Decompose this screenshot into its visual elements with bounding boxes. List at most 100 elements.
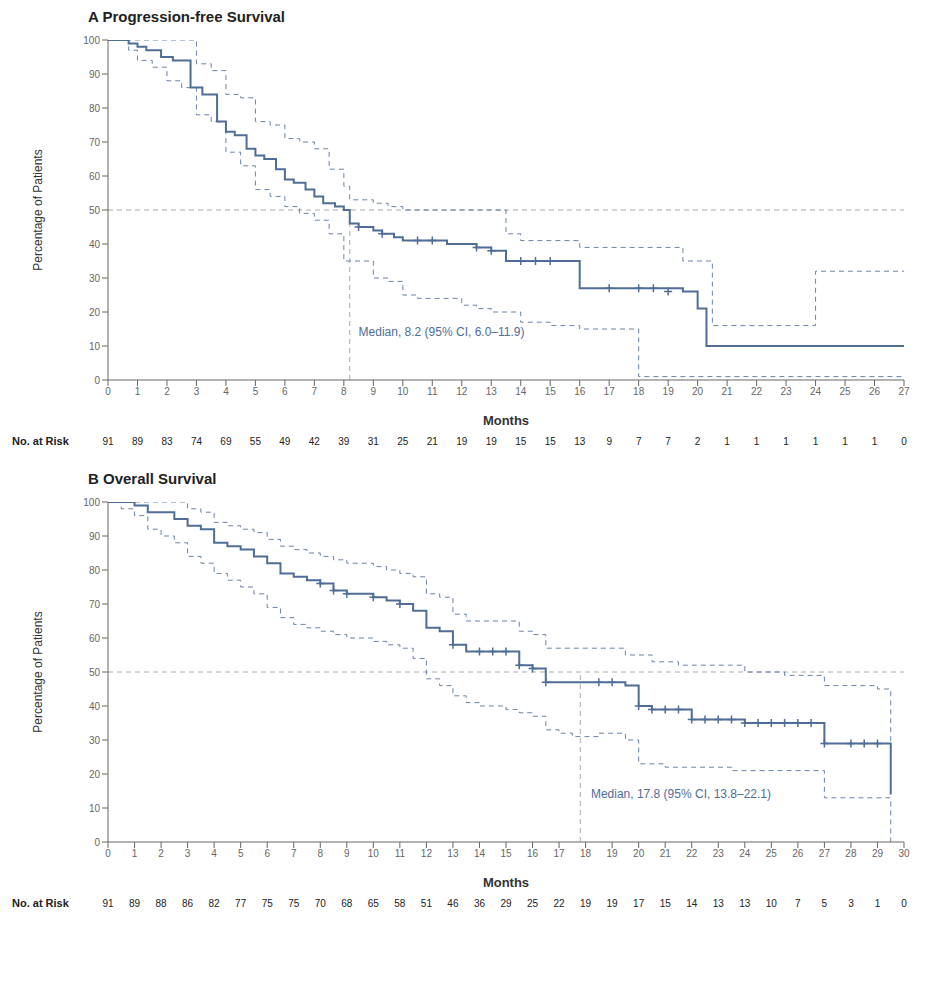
svg-text:11: 11 xyxy=(395,848,406,859)
svg-text:74: 74 xyxy=(191,436,203,447)
svg-text:18: 18 xyxy=(580,848,592,859)
svg-text:4: 4 xyxy=(223,386,229,397)
svg-text:28: 28 xyxy=(845,848,857,859)
svg-text:80: 80 xyxy=(89,103,101,114)
svg-text:27: 27 xyxy=(898,386,910,397)
svg-text:0: 0 xyxy=(901,898,907,909)
svg-text:80: 80 xyxy=(89,565,101,576)
svg-text:60: 60 xyxy=(89,633,101,644)
svg-text:15: 15 xyxy=(515,436,527,447)
svg-text:Months: Months xyxy=(483,413,529,428)
svg-text:0: 0 xyxy=(94,375,100,386)
svg-text:88: 88 xyxy=(156,898,168,909)
svg-text:12: 12 xyxy=(421,848,433,859)
svg-text:10: 10 xyxy=(368,848,380,859)
svg-text:25: 25 xyxy=(527,898,539,909)
svg-text:39: 39 xyxy=(338,436,350,447)
svg-text:23: 23 xyxy=(713,848,725,859)
svg-text:86: 86 xyxy=(182,898,194,909)
svg-text:49: 49 xyxy=(279,436,291,447)
svg-text:Months: Months xyxy=(483,875,529,890)
svg-text:13: 13 xyxy=(713,898,725,909)
svg-text:6: 6 xyxy=(264,848,270,859)
svg-text:22: 22 xyxy=(686,848,698,859)
svg-text:14: 14 xyxy=(515,386,527,397)
svg-text:21: 21 xyxy=(660,848,672,859)
svg-text:13: 13 xyxy=(739,898,751,909)
svg-text:3: 3 xyxy=(185,848,191,859)
svg-text:19: 19 xyxy=(607,898,619,909)
svg-text:36: 36 xyxy=(474,898,486,909)
svg-text:75: 75 xyxy=(288,898,300,909)
svg-text:9: 9 xyxy=(344,848,350,859)
svg-text:19: 19 xyxy=(456,436,468,447)
svg-text:15: 15 xyxy=(500,848,512,859)
svg-text:90: 90 xyxy=(89,69,101,80)
svg-text:55: 55 xyxy=(250,436,262,447)
svg-text:12: 12 xyxy=(456,386,468,397)
svg-text:29: 29 xyxy=(500,898,512,909)
svg-text:50: 50 xyxy=(89,205,101,216)
svg-text:46: 46 xyxy=(447,898,459,909)
svg-text:20: 20 xyxy=(89,769,101,780)
svg-text:29: 29 xyxy=(872,848,884,859)
svg-text:3: 3 xyxy=(194,386,200,397)
svg-text:No. at Risk: No. at Risk xyxy=(12,897,70,909)
svg-text:16: 16 xyxy=(527,848,539,859)
svg-text:50: 50 xyxy=(89,667,101,678)
svg-text:3: 3 xyxy=(848,898,854,909)
svg-text:60: 60 xyxy=(89,171,101,182)
svg-text:75: 75 xyxy=(262,898,274,909)
svg-text:25: 25 xyxy=(839,386,851,397)
svg-text:1: 1 xyxy=(135,386,141,397)
svg-text:83: 83 xyxy=(161,436,173,447)
svg-text:1: 1 xyxy=(724,436,730,447)
svg-text:13: 13 xyxy=(574,436,586,447)
svg-text:10: 10 xyxy=(89,341,101,352)
svg-text:1: 1 xyxy=(842,436,848,447)
svg-text:15: 15 xyxy=(545,436,557,447)
svg-text:4: 4 xyxy=(211,848,217,859)
svg-text:10: 10 xyxy=(766,898,778,909)
svg-text:14: 14 xyxy=(686,898,698,909)
svg-text:31: 31 xyxy=(368,436,380,447)
svg-text:70: 70 xyxy=(315,898,327,909)
svg-text:Median, 8.2 (95% CI, 6.0–11.9): Median, 8.2 (95% CI, 6.0–11.9) xyxy=(359,325,525,339)
svg-text:82: 82 xyxy=(209,898,221,909)
svg-text:25: 25 xyxy=(397,436,409,447)
svg-text:11: 11 xyxy=(427,386,438,397)
svg-text:15: 15 xyxy=(545,386,557,397)
svg-text:7: 7 xyxy=(312,386,318,397)
svg-text:51: 51 xyxy=(421,898,433,909)
svg-text:2: 2 xyxy=(695,436,701,447)
svg-text:22: 22 xyxy=(554,898,566,909)
svg-text:1: 1 xyxy=(872,436,878,447)
svg-text:30: 30 xyxy=(89,273,101,284)
svg-text:5: 5 xyxy=(822,898,828,909)
svg-text:30: 30 xyxy=(89,735,101,746)
svg-text:26: 26 xyxy=(869,386,881,397)
svg-text:91: 91 xyxy=(102,436,114,447)
svg-text:27: 27 xyxy=(819,848,831,859)
svg-text:5: 5 xyxy=(253,386,259,397)
svg-text:8: 8 xyxy=(317,848,323,859)
svg-text:24: 24 xyxy=(810,386,822,397)
svg-text:1: 1 xyxy=(132,848,138,859)
svg-text:7: 7 xyxy=(291,848,297,859)
svg-text:7: 7 xyxy=(795,898,801,909)
svg-text:5: 5 xyxy=(238,848,244,859)
svg-text:9: 9 xyxy=(371,386,377,397)
svg-text:42: 42 xyxy=(309,436,321,447)
svg-text:20: 20 xyxy=(633,848,645,859)
svg-text:0: 0 xyxy=(105,848,111,859)
svg-text:18: 18 xyxy=(633,386,645,397)
svg-text:30: 30 xyxy=(898,848,910,859)
svg-text:No. at Risk: No. at Risk xyxy=(12,435,70,447)
svg-text:2: 2 xyxy=(158,848,164,859)
svg-text:1: 1 xyxy=(754,436,760,447)
svg-text:22: 22 xyxy=(751,386,763,397)
svg-text:91: 91 xyxy=(102,898,114,909)
svg-text:1: 1 xyxy=(875,898,881,909)
svg-text:100: 100 xyxy=(83,497,100,508)
svg-text:1: 1 xyxy=(813,436,819,447)
